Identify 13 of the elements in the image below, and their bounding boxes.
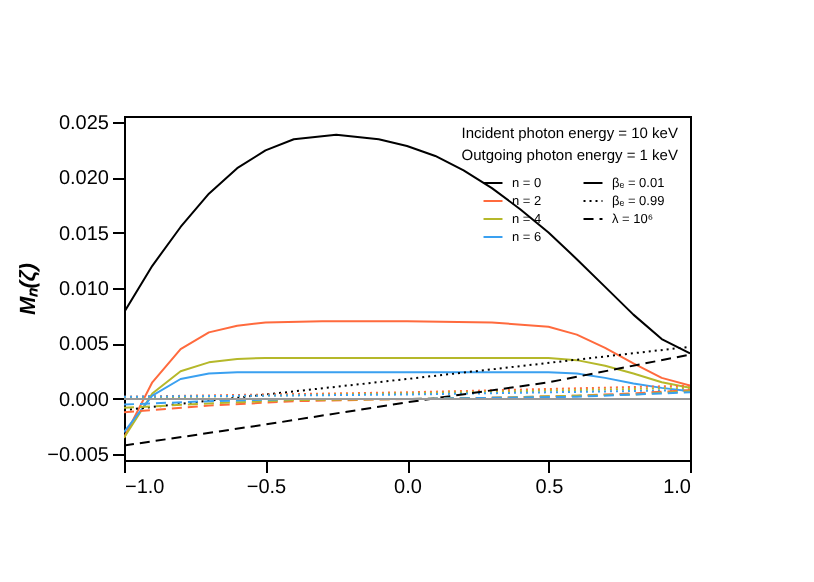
x-tick-label: 0.0 bbox=[394, 477, 423, 499]
x-tick-label: −0.5 bbox=[246, 477, 288, 499]
y-tick-label: 0.020 bbox=[58, 168, 110, 191]
x-tick-label: 0.5 bbox=[535, 477, 565, 499]
x-tick-label: 1.0 bbox=[663, 477, 692, 499]
y-tick-label: 0.010 bbox=[58, 279, 110, 301]
y-tick-label: −0.005 bbox=[47, 445, 110, 468]
x-tick-label: −1.0 bbox=[125, 477, 166, 499]
y-tick-label: 0.000 bbox=[58, 389, 110, 412]
y-axis-title: Mₙ(ζ) bbox=[17, 262, 42, 315]
y-tick-label: 0.025 bbox=[58, 112, 110, 135]
y-tick-label: 0.015 bbox=[58, 223, 110, 246]
y-tick-label: 0.005 bbox=[58, 334, 110, 357]
